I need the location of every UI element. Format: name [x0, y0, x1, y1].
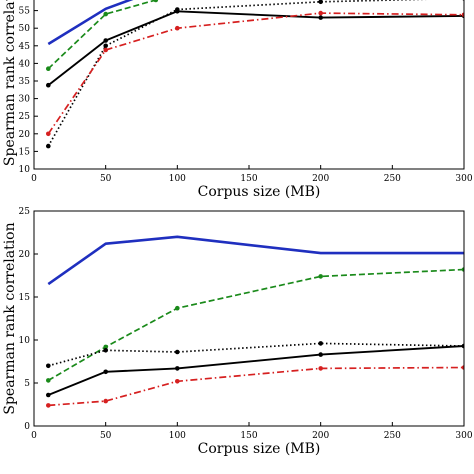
series-line-1: [47, 0, 134, 46]
y-tick-label: 10: [19, 336, 31, 346]
series-5-point-3: [175, 379, 180, 384]
chart-2: 0 50 100 150 200 250 300 0 5 10 15 20 25 Corpus size …: [2, 207, 473, 457]
series-5-point-4: [318, 10, 324, 16]
series-4-point-2: [103, 38, 108, 43]
x-tick-label: 250: [384, 431, 401, 441]
series-2-point-2: [103, 11, 108, 17]
y-tick-label: 25: [19, 112, 31, 122]
series-5-point-1: [46, 131, 51, 137]
x-tick-label: 100: [169, 174, 186, 184]
series-3-point-1: [46, 363, 51, 369]
plot-frame: [33, 210, 465, 427]
series-5-point-5: [461, 365, 464, 370]
y-tick-label: 10: [19, 165, 31, 175]
y-tick-label: 35: [19, 77, 31, 87]
x-tick-label: 50: [100, 431, 112, 441]
x-axis-label: Corpus size (MB): [198, 184, 321, 200]
x-tick-label: 200: [312, 431, 329, 441]
y-tick-label: 55: [19, 7, 31, 17]
x-tick-label: 150: [240, 431, 257, 441]
series-line-5: [47, 12, 464, 135]
y-tick-label: 45: [19, 42, 31, 52]
y-axis-label: Spearman rank correlation: [2, 0, 18, 166]
series-4-point-5: [461, 343, 464, 349]
y-tick-label: 20: [19, 250, 31, 260]
y-tick-label: 20: [19, 130, 31, 140]
y-tick-label: 15: [19, 293, 31, 303]
series-4-point-1: [46, 392, 51, 398]
series-4-point-3: [175, 9, 180, 14]
x-tick-label: 250: [384, 174, 401, 184]
series-line-3: [48, 342, 464, 367]
y-tick-label: 0: [24, 422, 30, 432]
series-line-3: [47, 0, 430, 147]
series-4-point-4: [318, 15, 324, 20]
series-4-point-1: [46, 82, 51, 88]
series-3-point-3: [175, 349, 180, 355]
x-tick-label: 50: [100, 174, 112, 184]
series-line-5: [48, 366, 464, 407]
series-3-point-4: [318, 0, 323, 5]
series-line-2: [47, 0, 157, 70]
series-line-2: [47, 268, 464, 382]
series-3-point-2: [103, 348, 108, 353]
x-axis-label: Corpus size (MB): [198, 441, 321, 457]
series-2-point-1: [46, 66, 51, 71]
series-5-point-2: [103, 47, 108, 53]
x-tick-label: 0: [31, 174, 37, 184]
series-4-point-4: [318, 352, 324, 357]
y-tick-label: 30: [19, 95, 31, 105]
y-tick-label: 15: [19, 147, 31, 157]
series-2-point-3: [153, 0, 159, 3]
series-3-point-2: [103, 43, 108, 49]
chart-1: 0 50 100 150 200 250 300 10 15 20 25 30 35 40 45 50 55 Co…: [2, 0, 473, 200]
series-line-4: [47, 345, 464, 396]
series-3-point-4: [318, 341, 324, 346]
series-2-point-5: [461, 267, 464, 272]
series-2-point-3: [175, 305, 180, 311]
series-5-point-5: [461, 12, 464, 18]
y-tick-label: 40: [19, 59, 31, 69]
y-tick-label: 25: [19, 207, 31, 217]
x-tick-label: 150: [240, 174, 257, 184]
series-3-point-1: [46, 143, 51, 149]
series-5-point-3: [175, 25, 180, 31]
x-tick-label: 300: [455, 431, 472, 441]
series-2-point-1: [46, 378, 51, 383]
x-tick-label: 200: [312, 174, 329, 184]
x-tick-label: 100: [169, 431, 186, 441]
x-tick-label: 0: [31, 431, 37, 441]
y-tick-label: 50: [19, 24, 31, 34]
y-axis-label: Spearman rank correlation: [2, 222, 18, 414]
series-4-point-2: [103, 369, 108, 375]
plot-frame: [33, 0, 465, 170]
y-tick-label: 5: [24, 379, 30, 389]
series-5-point-1: [46, 403, 51, 408]
series-2-point-4: [318, 274, 324, 279]
series-4-point-3: [175, 366, 180, 371]
series-5-point-4: [318, 366, 324, 371]
series-line-1: [47, 235, 464, 286]
series-2-point-2: [103, 344, 108, 350]
x-tick-label: 300: [455, 174, 472, 184]
series-5-point-2: [103, 398, 108, 404]
